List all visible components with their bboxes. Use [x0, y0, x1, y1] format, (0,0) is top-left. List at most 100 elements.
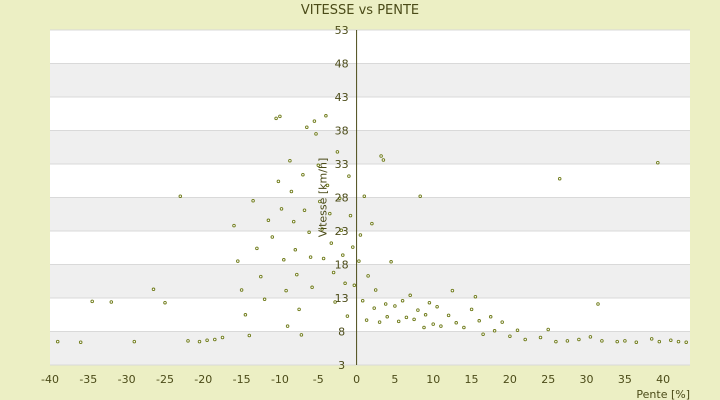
- y-axis-label: Vitesse [km/h]: [317, 158, 330, 238]
- data-point: [302, 208, 307, 212]
- x-tick-label: 35: [618, 373, 632, 386]
- data-point: [352, 283, 357, 288]
- data-point: [274, 116, 278, 121]
- data-point: [163, 300, 167, 305]
- data-point: [508, 334, 512, 338]
- data-point: [262, 297, 267, 302]
- data-point: [285, 324, 290, 328]
- plot-band: [50, 97, 690, 131]
- x-tick-label: -25: [156, 373, 174, 386]
- data-point: [389, 260, 393, 264]
- plot-band: [50, 130, 690, 164]
- data-point: [364, 318, 369, 322]
- data-point: [596, 302, 600, 306]
- x-tick-label: 0: [353, 373, 360, 386]
- y-tick-label: 48: [335, 58, 349, 71]
- chart-title: VITESSE vs PENTE: [301, 3, 419, 18]
- x-tick-label: 25: [541, 373, 555, 386]
- data-point: [351, 245, 355, 249]
- data-point: [297, 307, 301, 312]
- x-tick-label: 10: [426, 373, 440, 386]
- data-point: [279, 207, 284, 211]
- data-point: [324, 114, 328, 118]
- data-point: [669, 338, 673, 342]
- data-point: [299, 333, 304, 337]
- data-point: [348, 213, 353, 218]
- grid-lines: [50, 29, 690, 366]
- x-tick-label: 20: [503, 373, 517, 386]
- data-point: [305, 125, 309, 129]
- data-point: [293, 248, 298, 252]
- data-point: [301, 172, 305, 177]
- data-point: [393, 304, 397, 308]
- plot-band: [50, 331, 690, 365]
- x-tick-label: 15: [465, 373, 479, 386]
- plot-background: [50, 30, 690, 365]
- plot-band: [50, 63, 690, 97]
- data-point: [439, 324, 443, 328]
- plot-band: [50, 197, 690, 231]
- data-point: [333, 300, 337, 304]
- y-tick-label: 13: [335, 292, 349, 305]
- data-point: [577, 337, 581, 342]
- data-point: [422, 325, 426, 330]
- plot-band: [50, 164, 690, 198]
- data-point: [366, 274, 370, 278]
- x-tick-label: -35: [79, 373, 97, 386]
- data-point: [435, 304, 439, 309]
- data-point: [412, 317, 416, 322]
- data-point: [462, 325, 466, 330]
- data-point: [289, 189, 294, 194]
- data-point: [255, 246, 259, 251]
- data-point: [151, 287, 156, 292]
- data-point: [109, 300, 114, 304]
- data-point: [197, 339, 202, 344]
- data-point: [284, 288, 288, 293]
- data-point: [554, 339, 558, 344]
- x-tick-label: 40: [656, 373, 670, 386]
- x-tick-label: -5: [313, 373, 324, 386]
- plot-band: [50, 298, 690, 332]
- data-point: [347, 174, 351, 178]
- data-point: [55, 339, 60, 344]
- data-point: [341, 253, 345, 257]
- data-point: [418, 194, 422, 198]
- data-point: [325, 183, 330, 188]
- y-tick-label: 33: [335, 158, 349, 171]
- y-tick-label: 23: [335, 225, 349, 238]
- x-tick-label: -15: [233, 373, 251, 386]
- data-point: [186, 339, 190, 343]
- data-point: [236, 259, 240, 263]
- data-point: [450, 288, 455, 293]
- data-point: [362, 194, 367, 198]
- data-point: [385, 315, 389, 319]
- y-tick-label: 8: [338, 326, 345, 339]
- data-point: [278, 114, 282, 119]
- data-point: [291, 219, 296, 224]
- data-point: [78, 340, 83, 344]
- data-point: [251, 199, 255, 203]
- data-point: [404, 315, 409, 320]
- data-point: [337, 196, 342, 200]
- data-point: [90, 299, 94, 304]
- data-point: [656, 160, 660, 165]
- data-point: [431, 322, 435, 326]
- data-point: [557, 176, 562, 181]
- x-tick-label: -30: [118, 373, 136, 386]
- data-point: [684, 340, 688, 344]
- data-point: [360, 298, 365, 303]
- data-point: [312, 119, 317, 123]
- data-point: [500, 320, 504, 324]
- data-point: [469, 307, 474, 312]
- data-point: [676, 339, 681, 344]
- data-point: [623, 339, 627, 343]
- y-tick-label: 28: [335, 192, 349, 205]
- data-point: [400, 298, 405, 303]
- data-point: [213, 337, 217, 342]
- data-point: [243, 313, 248, 317]
- data-point: [523, 337, 527, 342]
- data-point: [427, 300, 432, 305]
- data-point: [416, 308, 420, 312]
